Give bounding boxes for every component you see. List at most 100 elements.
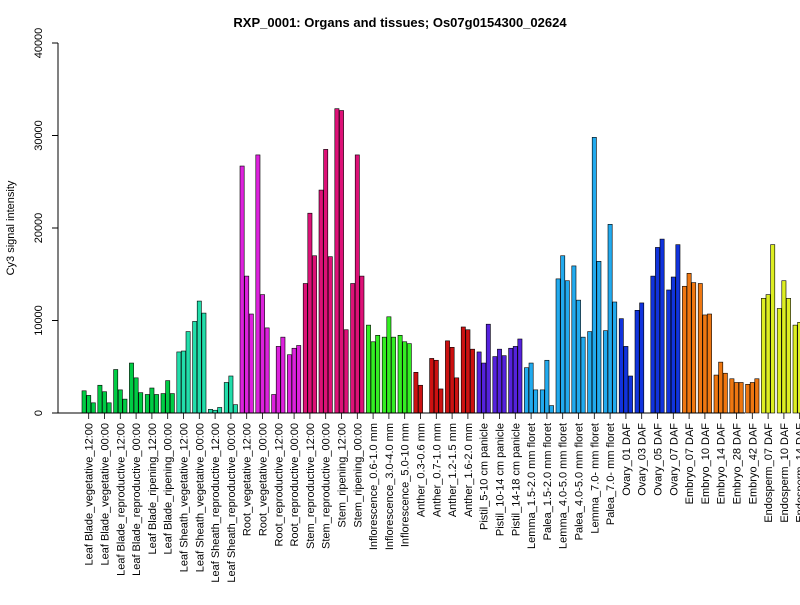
bar: [244, 275, 250, 414]
x-tick-label: Pistil_14-18 cm panicle: [510, 423, 522, 536]
bar: [675, 244, 681, 414]
x-tick-label: Anther_0.3-0.6 mm: [416, 423, 428, 517]
x-tick-label: Ovary_07 DAF: [668, 423, 680, 496]
x-tick-label: Embryo_42 DAF: [747, 423, 759, 505]
bar: [334, 108, 340, 414]
bar: [555, 278, 561, 414]
x-tick-label: Root_vegetative_00:00: [258, 423, 270, 536]
bar: [628, 375, 633, 414]
bar: [260, 294, 265, 414]
bar: [81, 390, 87, 414]
bar: [129, 362, 134, 414]
bar: [497, 348, 502, 414]
bar: [233, 404, 238, 414]
x-tick-label: Lemma_7.0- mm floret: [589, 423, 601, 534]
bar: [670, 276, 676, 414]
bar: [239, 165, 245, 414]
bar: [691, 282, 697, 414]
bar: [366, 324, 371, 414]
bar: [381, 336, 387, 414]
bar: [255, 154, 261, 414]
bar: [476, 351, 482, 414]
bar: [682, 285, 687, 414]
chart-title: RXP_0001: Organs and tissues; Os07g01543…: [233, 15, 567, 30]
bar: [591, 137, 597, 414]
x-tick-label: Lemma_4.0-5.0 mm floret: [558, 423, 570, 549]
bar: [291, 347, 297, 414]
x-tick-label: Embryo_07 DAF: [684, 423, 696, 505]
bar: [370, 341, 376, 414]
bar: [776, 308, 782, 414]
bar: [106, 402, 112, 414]
bar: [501, 355, 507, 414]
bar: [576, 299, 581, 414]
bar: [528, 362, 534, 414]
bar: [666, 289, 672, 414]
bar: [359, 275, 365, 414]
x-tick-label: Embryo_10 DAF: [700, 423, 712, 505]
bar: [765, 294, 771, 414]
bar: [296, 345, 302, 414]
bar: [639, 302, 645, 414]
bar: [312, 255, 317, 414]
bar: [603, 330, 608, 414]
bar: [607, 224, 613, 414]
bar: [792, 324, 798, 414]
bar: [729, 378, 735, 414]
bar: [327, 256, 333, 414]
bar: [196, 300, 202, 414]
bar: [738, 382, 744, 414]
bar: [287, 354, 292, 414]
bar: [512, 346, 518, 414]
bar: [524, 367, 529, 414]
y-axis-label: Cy3 signal intensity: [5, 180, 17, 275]
bar: [564, 280, 570, 414]
bar: [612, 301, 618, 414]
bar: [113, 369, 119, 414]
bar: [481, 362, 487, 414]
bar: [445, 340, 450, 414]
x-tick-label: Leaf Blade_vegetative_12:00: [84, 423, 96, 566]
bar: [754, 378, 760, 414]
bar: [223, 382, 229, 414]
bar: [745, 384, 751, 414]
bar: [413, 371, 419, 414]
bar: [470, 348, 475, 414]
bar: [433, 359, 439, 414]
bar: [208, 408, 213, 414]
bar: [391, 336, 396, 414]
x-tick-label: Endosperm_10 DAF: [779, 423, 791, 523]
bar: [160, 393, 166, 414]
x-tick-label: Anther_0.7-1.0 mm: [431, 423, 443, 517]
bar: [655, 247, 660, 414]
bar: [176, 351, 182, 414]
y-tick-label: 0: [33, 410, 45, 416]
bar: [97, 384, 103, 414]
x-tick-label: Leaf Blade_reproductive_12:00: [115, 423, 127, 576]
x-tick-label: Endosperm_07 DAF: [763, 423, 775, 523]
bar: [154, 394, 159, 414]
bar: [302, 283, 308, 414]
bars-group: [81, 108, 800, 414]
bar: [149, 387, 155, 414]
bar: [185, 331, 191, 414]
bar: [271, 394, 277, 414]
x-tick-label: Stem_ripening_00:00: [352, 423, 364, 528]
x-tick-label: Leaf Blade_vegetative_00:00: [100, 423, 112, 566]
bar: [402, 341, 408, 414]
bar: [702, 314, 708, 414]
x-tick-label: Inflorescence_3.0-4.0 mm: [384, 423, 396, 550]
bar: [275, 346, 281, 414]
bar: [722, 372, 728, 414]
x-tick-label: Leaf Sheath_reproductive_00:00: [226, 423, 238, 583]
x-tick-label: Root_reproductive_12:00: [273, 423, 285, 547]
bar: [165, 380, 171, 414]
x-tick-label: Endosperm_14 DAF: [795, 423, 800, 523]
bar: [397, 334, 403, 414]
bar: [264, 327, 270, 414]
bar: [650, 275, 656, 414]
bar: [465, 329, 471, 414]
bar: [449, 347, 455, 414]
x-tick-label: Pistil_10-14 cm panicle: [495, 423, 507, 536]
